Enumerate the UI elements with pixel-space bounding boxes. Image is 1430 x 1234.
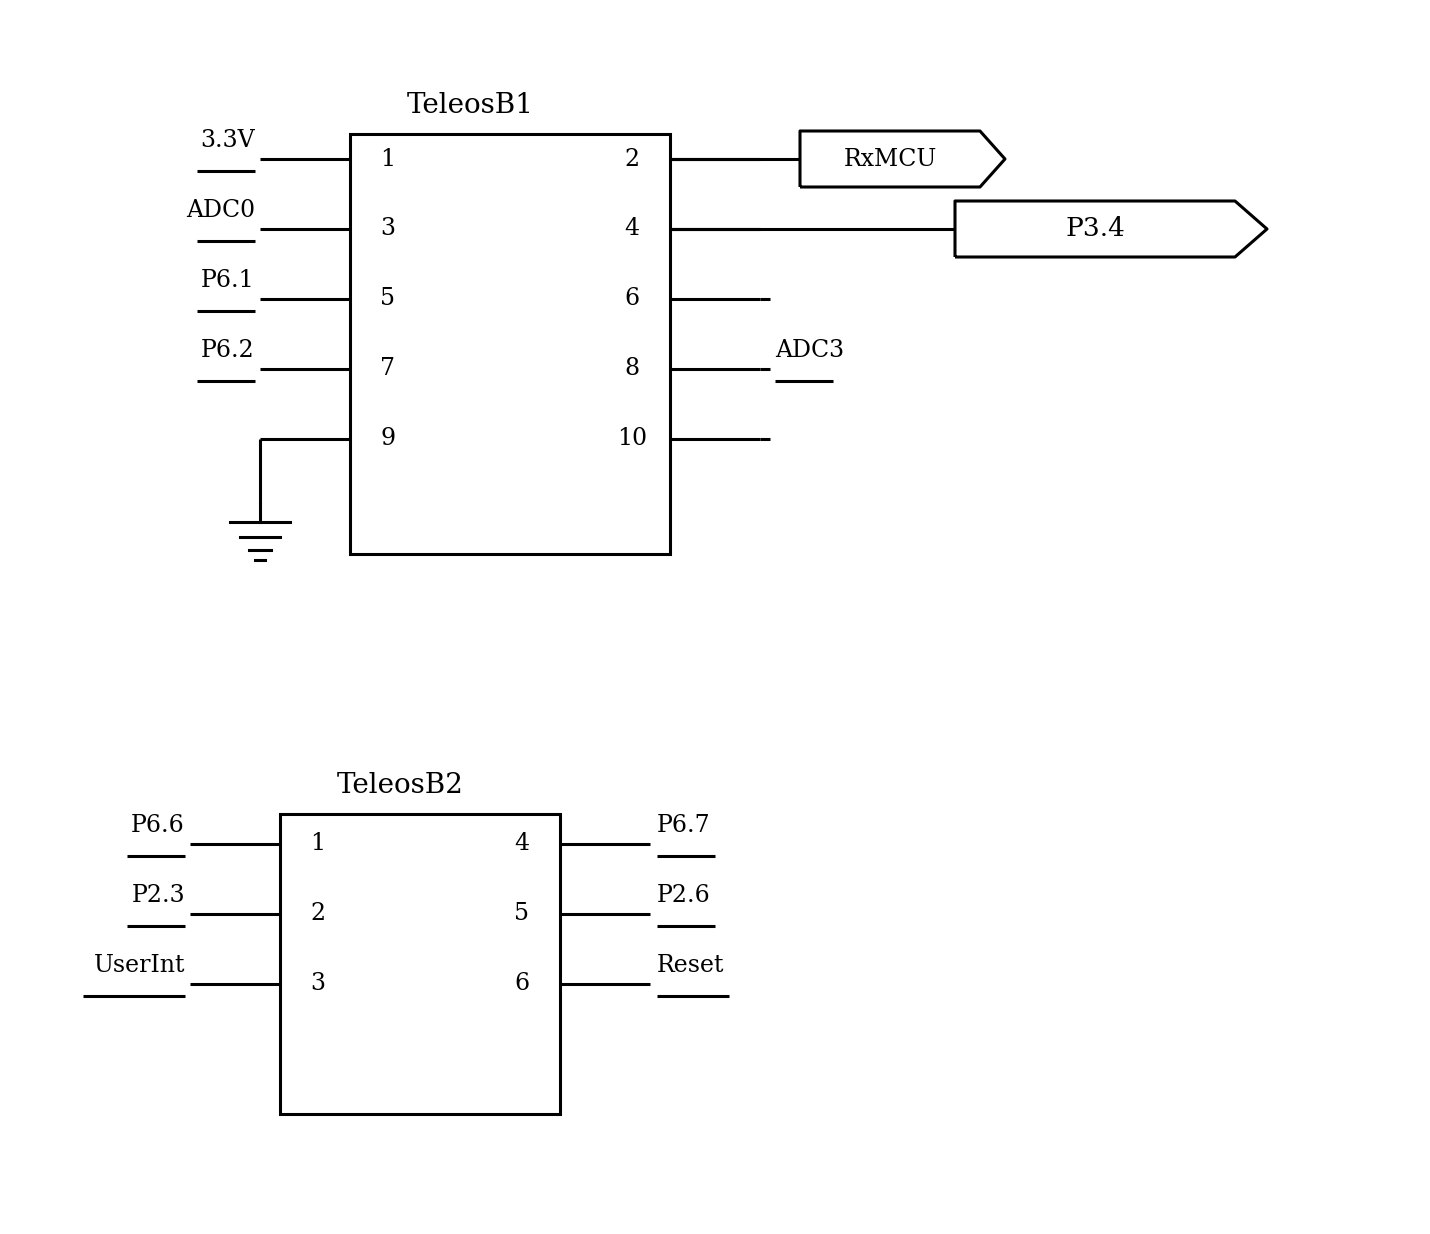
Bar [280,814,561,1114]
Text: 6: 6 [625,288,639,311]
Text: P6.1: P6.1 [202,269,255,292]
Text: 3: 3 [380,217,396,241]
Text: 3.3V: 3.3V [200,130,255,152]
Text: 10: 10 [616,427,646,450]
Text: P6.2: P6.2 [202,339,255,362]
Text: ADC3: ADC3 [775,339,844,362]
Text: 7: 7 [380,358,396,380]
Text: TeleosB1: TeleosB1 [406,93,533,118]
Text: ADC0: ADC0 [186,199,255,222]
Text: P6.6: P6.6 [132,814,184,837]
Text: 2: 2 [625,148,639,170]
Text: 1: 1 [380,148,396,170]
Text: Reset: Reset [656,954,725,977]
Text: 8: 8 [625,358,639,380]
Text: 1: 1 [310,833,326,855]
Text: P3.4: P3.4 [1065,216,1125,242]
Text: 3: 3 [310,972,326,996]
Text: UserInt: UserInt [93,954,184,977]
Text: 5: 5 [380,288,396,311]
Text: P2.6: P2.6 [656,884,711,907]
Polygon shape [955,201,1267,257]
Text: TeleosB2: TeleosB2 [336,772,463,798]
Text: RxMCU: RxMCU [844,148,937,170]
Text: 4: 4 [625,217,639,241]
Polygon shape [799,131,1005,188]
Text: P2.3: P2.3 [132,884,184,907]
Text: P6.7: P6.7 [656,814,711,837]
Text: 9: 9 [380,427,396,450]
Text: 5: 5 [515,902,529,926]
Text: 4: 4 [515,833,529,855]
Text: 6: 6 [515,972,529,996]
Bar [350,135,671,554]
Text: 2: 2 [310,902,326,926]
